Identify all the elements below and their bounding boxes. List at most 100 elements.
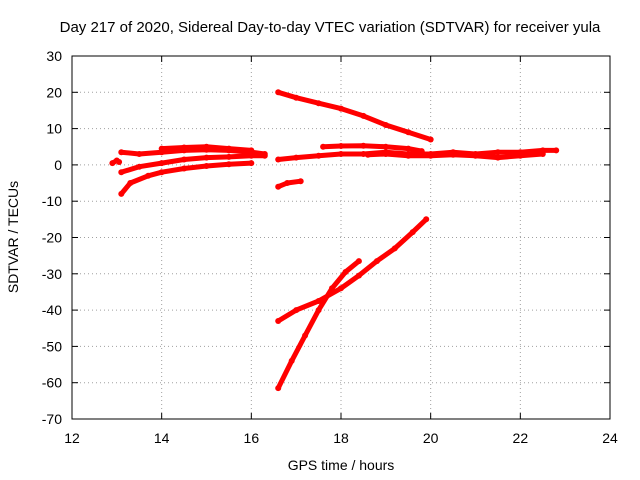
data-point xyxy=(472,152,479,159)
data-point xyxy=(494,154,501,161)
data-point xyxy=(275,89,282,96)
data-series xyxy=(109,89,560,392)
data-point xyxy=(329,285,335,292)
series-line-11 xyxy=(275,216,429,324)
data-point xyxy=(382,122,389,128)
y-tick-labels: 30 20 10 0 -10 -20 -30 -40 -50 -60 -70 xyxy=(42,48,62,427)
data-point xyxy=(118,190,125,197)
x-tick-label: 20 xyxy=(423,430,439,446)
y-tick-label: -30 xyxy=(42,266,62,282)
series-line-3 xyxy=(118,153,268,175)
y-tick-label: -70 xyxy=(42,411,62,427)
data-point xyxy=(450,151,457,158)
data-point xyxy=(293,94,300,101)
data-point xyxy=(391,245,398,252)
data-point xyxy=(181,144,188,151)
data-point xyxy=(405,145,412,152)
data-point xyxy=(423,216,430,223)
data-point xyxy=(338,105,344,112)
axis-ticks xyxy=(71,55,611,420)
data-point xyxy=(225,161,232,168)
series-line-12 xyxy=(275,258,362,391)
y-tick-label: -60 xyxy=(42,375,62,391)
data-point xyxy=(405,152,412,159)
data-point xyxy=(338,143,344,149)
data-point xyxy=(315,307,322,314)
data-point xyxy=(409,229,416,236)
data-point xyxy=(382,151,389,157)
data-point xyxy=(418,148,425,155)
data-point xyxy=(248,160,255,167)
data-point xyxy=(275,385,282,392)
data-point xyxy=(364,151,371,158)
y-tick-label: 0 xyxy=(54,157,62,173)
data-point xyxy=(338,285,344,292)
data-point xyxy=(225,153,232,160)
data-point xyxy=(248,152,255,159)
data-point xyxy=(181,165,188,172)
data-point xyxy=(293,154,300,161)
data-point xyxy=(158,169,165,176)
chart-title: Day 217 of 2020, Sidereal Day-to-day VTE… xyxy=(60,19,601,36)
data-point xyxy=(225,145,232,152)
data-point xyxy=(427,152,434,159)
y-tick-label: 10 xyxy=(46,121,62,137)
data-point xyxy=(315,298,322,304)
data-point xyxy=(320,143,327,150)
x-tick-label: 16 xyxy=(244,430,260,446)
x-tick-label: 22 xyxy=(513,430,529,446)
series-line-6 xyxy=(275,89,434,142)
data-point xyxy=(360,142,367,149)
data-point xyxy=(203,143,210,150)
data-point xyxy=(203,154,210,161)
data-point xyxy=(118,169,125,176)
data-point xyxy=(288,357,295,364)
y-tick-label: -20 xyxy=(42,230,62,246)
data-point xyxy=(360,151,367,157)
data-point xyxy=(302,332,309,339)
series-line-4 xyxy=(118,160,254,197)
y-tick-label: -10 xyxy=(42,193,62,209)
data-point xyxy=(517,152,524,159)
data-point xyxy=(158,145,165,152)
y-tick-label: -50 xyxy=(42,338,62,354)
data-point xyxy=(136,151,143,157)
data-point xyxy=(275,156,282,163)
data-point xyxy=(275,318,282,324)
data-point xyxy=(158,160,165,167)
y-axis-label: SDTVAR / TECUs xyxy=(5,181,21,293)
data-point xyxy=(382,143,389,150)
y-tick-label: 20 xyxy=(46,84,62,100)
data-point xyxy=(355,272,362,279)
data-point xyxy=(360,112,367,119)
data-point xyxy=(539,151,546,157)
data-point xyxy=(494,149,501,156)
x-tick-label: 18 xyxy=(333,430,349,446)
data-point xyxy=(373,258,380,265)
data-point xyxy=(109,160,116,167)
x-tick-label: 24 xyxy=(602,430,618,446)
data-point xyxy=(181,156,188,163)
data-point xyxy=(118,149,125,156)
data-point xyxy=(427,136,434,143)
data-point xyxy=(297,178,304,185)
data-point xyxy=(145,172,152,179)
data-point xyxy=(275,183,282,190)
data-point xyxy=(315,100,322,107)
x-axis-label: GPS time / hours xyxy=(288,457,395,473)
x-tick-labels: 12 14 16 18 20 22 24 xyxy=(64,430,618,446)
data-point xyxy=(248,147,255,154)
data-point xyxy=(553,147,560,154)
data-point xyxy=(405,129,412,136)
data-point xyxy=(136,163,143,170)
data-point xyxy=(342,269,349,275)
y-tick-label: -40 xyxy=(42,302,62,318)
data-point xyxy=(127,180,134,186)
x-tick-label: 12 xyxy=(64,430,80,446)
y-tick-label: 30 xyxy=(46,48,62,64)
data-point xyxy=(261,152,268,159)
x-tick-label: 14 xyxy=(154,430,170,446)
data-point xyxy=(284,180,291,186)
data-point xyxy=(293,307,300,314)
